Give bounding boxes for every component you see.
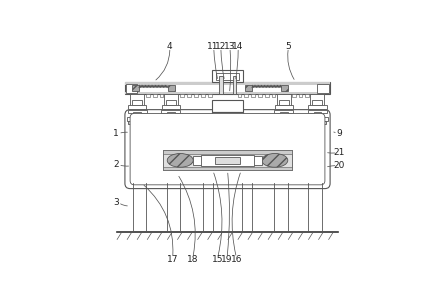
Bar — [162, 121, 180, 124]
Bar — [208, 94, 212, 97]
Bar — [128, 121, 146, 124]
Bar — [125, 92, 330, 94]
Bar — [167, 112, 175, 118]
Bar — [275, 105, 293, 109]
Bar — [163, 150, 292, 154]
Bar — [311, 94, 324, 109]
Bar — [314, 112, 321, 118]
Ellipse shape — [167, 154, 193, 167]
Bar — [167, 94, 171, 97]
Bar — [233, 76, 237, 94]
FancyBboxPatch shape — [130, 113, 325, 185]
Bar — [153, 94, 156, 97]
Text: 17: 17 — [167, 255, 179, 264]
Bar — [127, 118, 148, 121]
Bar — [164, 94, 178, 109]
Bar — [307, 118, 328, 121]
Text: 13: 13 — [224, 42, 235, 51]
Bar — [245, 85, 252, 91]
Bar — [174, 94, 177, 97]
Bar — [277, 94, 291, 109]
Bar — [275, 121, 293, 124]
Bar — [130, 94, 144, 109]
Bar — [146, 94, 150, 97]
Bar — [161, 110, 180, 113]
Bar — [212, 125, 243, 137]
Bar — [162, 105, 180, 109]
Bar — [308, 121, 326, 124]
Bar — [215, 157, 240, 164]
Bar — [166, 100, 176, 105]
Bar — [317, 84, 329, 93]
FancyBboxPatch shape — [125, 110, 330, 188]
Text: 14: 14 — [232, 42, 243, 51]
Bar — [251, 94, 255, 97]
Text: 21: 21 — [334, 148, 345, 157]
Bar — [212, 70, 243, 82]
Text: 3: 3 — [113, 198, 119, 207]
Bar — [180, 94, 184, 97]
Bar — [281, 85, 288, 91]
Text: 19: 19 — [222, 255, 233, 264]
Bar — [308, 105, 326, 109]
Ellipse shape — [262, 154, 288, 167]
Bar — [265, 94, 268, 97]
Text: 18: 18 — [187, 255, 198, 264]
Bar — [292, 94, 295, 97]
Text: 16: 16 — [231, 255, 242, 264]
Bar — [216, 73, 239, 80]
Bar — [245, 94, 248, 97]
Text: 9: 9 — [336, 129, 342, 138]
Bar — [201, 94, 205, 97]
Bar — [212, 112, 243, 124]
Bar — [312, 94, 316, 97]
Bar — [201, 155, 254, 166]
Text: 20: 20 — [334, 161, 345, 170]
Text: 15: 15 — [212, 255, 223, 264]
Bar — [308, 110, 327, 113]
Bar — [219, 76, 223, 94]
Bar — [278, 94, 282, 97]
Bar — [160, 118, 181, 121]
Bar — [128, 105, 147, 109]
Bar — [187, 94, 191, 97]
Bar — [194, 94, 198, 97]
Bar — [212, 100, 243, 111]
Bar — [163, 167, 292, 170]
Bar — [279, 100, 289, 105]
Bar — [305, 94, 309, 97]
Text: 11: 11 — [207, 42, 218, 51]
Text: 4: 4 — [167, 42, 173, 51]
Bar — [285, 94, 289, 97]
Bar — [238, 94, 241, 97]
Bar — [132, 100, 142, 105]
Bar — [258, 94, 262, 97]
Bar — [274, 110, 293, 113]
Bar — [125, 82, 330, 94]
Text: 12: 12 — [215, 42, 226, 51]
Text: 5: 5 — [286, 42, 291, 51]
Bar — [132, 85, 139, 91]
Bar — [272, 94, 275, 97]
Bar — [312, 100, 323, 105]
Bar — [139, 94, 143, 97]
Bar — [126, 84, 137, 93]
Bar — [212, 138, 243, 150]
Bar — [273, 118, 294, 121]
Text: 1: 1 — [113, 129, 119, 138]
Bar — [216, 114, 239, 123]
Bar — [299, 94, 303, 97]
Text: 2: 2 — [113, 160, 119, 169]
Bar — [168, 85, 175, 91]
Bar — [125, 82, 330, 85]
Bar — [133, 112, 141, 118]
Bar — [163, 150, 292, 170]
Bar — [280, 112, 288, 118]
Bar — [132, 94, 136, 97]
Bar — [159, 94, 163, 97]
Bar — [194, 156, 261, 165]
Bar — [128, 110, 147, 113]
